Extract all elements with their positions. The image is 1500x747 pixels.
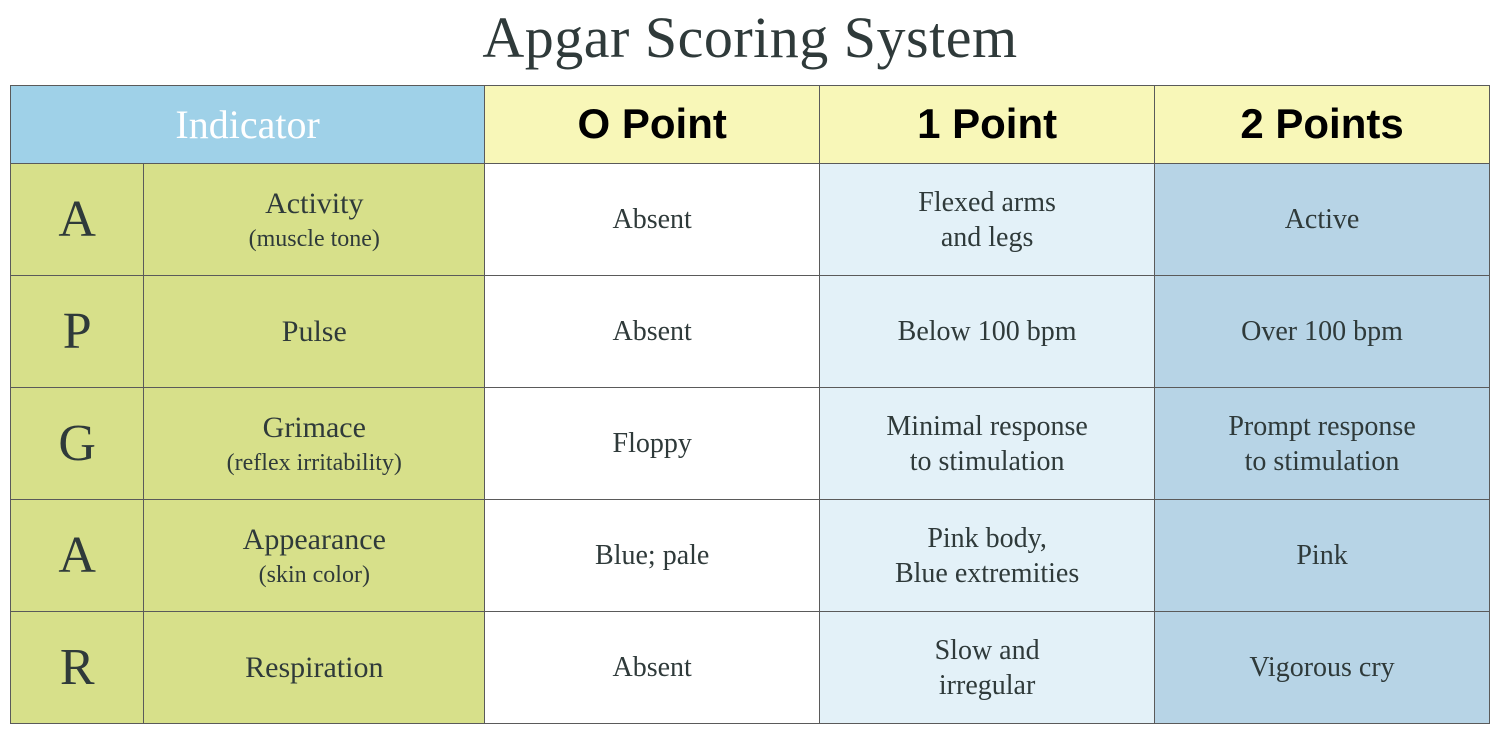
- header-1-point: 1 Point: [820, 86, 1155, 164]
- table-row: A Appearance (skin color)Blue; palePink bo…: [11, 500, 1490, 612]
- row-indicator: Grimace (reflex irritability): [144, 388, 485, 500]
- row-letter: G: [11, 388, 144, 500]
- row-score-1: Flexed armsand legs: [820, 164, 1155, 276]
- row-letter: A: [11, 500, 144, 612]
- table-row: A Activity (muscle tone)AbsentFlexed armsa…: [11, 164, 1490, 276]
- indicator-sublabel: (skin color): [150, 560, 478, 590]
- row-letter: R: [11, 612, 144, 724]
- row-score-2: Prompt responseto stimulation: [1155, 388, 1490, 500]
- row-indicator: Pulse: [144, 276, 485, 388]
- header-indicator: Indicator: [11, 86, 485, 164]
- table-row: G Grimace (reflex irritability)FloppyMinim…: [11, 388, 1490, 500]
- page-title: Apgar Scoring System: [10, 0, 1490, 85]
- row-score-0: Absent: [485, 164, 820, 276]
- indicator-sublabel: (reflex irritability): [150, 448, 478, 478]
- row-letter: P: [11, 276, 144, 388]
- row-score-2: Vigorous cry: [1155, 612, 1490, 724]
- indicator-label: Activity: [265, 187, 363, 220]
- row-score-0: Absent: [485, 276, 820, 388]
- row-score-1: Minimal responseto stimulation: [820, 388, 1155, 500]
- indicator-label: Respiration: [245, 651, 383, 684]
- indicator-sublabel: (muscle tone): [150, 224, 478, 254]
- row-score-0: Floppy: [485, 388, 820, 500]
- row-score-2: Active: [1155, 164, 1490, 276]
- apgar-page: Apgar Scoring System Indicator O Point 1…: [0, 0, 1500, 734]
- row-score-1: Pink body,Blue extremities: [820, 500, 1155, 612]
- row-score-0: Blue; pale: [485, 500, 820, 612]
- row-score-1: Slow andirregular: [820, 612, 1155, 724]
- row-indicator: Activity (muscle tone): [144, 164, 485, 276]
- apgar-tbody: AActivity(muscle tone)AbsentFlexed armsa…: [11, 164, 1490, 724]
- row-indicator: Appearance (skin color): [144, 500, 485, 612]
- indicator-label: Grimace: [263, 411, 366, 444]
- apgar-table: Indicator O Point 1 Point 2 Points AActi…: [10, 85, 1490, 724]
- table-row: P Pulse AbsentBelow 100 bpmOver 100 bpm: [11, 276, 1490, 388]
- row-indicator: Respiration: [144, 612, 485, 724]
- header-2-points: 2 Points: [1155, 86, 1490, 164]
- table-row: R Respiration AbsentSlow andirregularVigor…: [11, 612, 1490, 724]
- header-0-point: O Point: [485, 86, 820, 164]
- row-letter: A: [11, 164, 144, 276]
- row-score-0: Absent: [485, 612, 820, 724]
- row-score-2: Over 100 bpm: [1155, 276, 1490, 388]
- indicator-label: Appearance: [243, 523, 386, 556]
- indicator-label: Pulse: [282, 315, 347, 348]
- row-score-1: Below 100 bpm: [820, 276, 1155, 388]
- table-header-row: Indicator O Point 1 Point 2 Points: [11, 86, 1490, 164]
- row-score-2: Pink: [1155, 500, 1490, 612]
